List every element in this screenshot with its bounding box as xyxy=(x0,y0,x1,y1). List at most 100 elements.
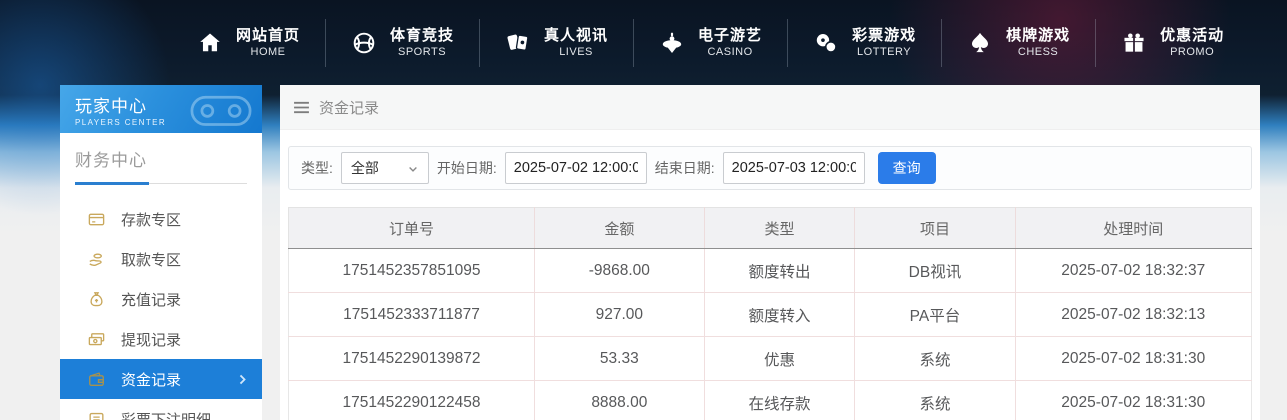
table-cell: 2025-07-02 18:32:37 xyxy=(1014,248,1253,293)
sidebar-item-label: 取款专区 xyxy=(121,251,182,269)
table-cell: 1751452357851095 xyxy=(288,248,535,293)
table-cell: 优惠 xyxy=(703,336,856,381)
nav-item-label-en: CASINO xyxy=(707,45,753,58)
nav-item-label-zh: 电子游艺 xyxy=(698,26,763,44)
nav-item-lives[interactable]: 真人视讯 LIVES xyxy=(480,18,635,67)
content-row: 玩家中心 PLAYERS CENTER 财务中心 存款专区 取款专区 充值记录 xyxy=(60,85,1260,420)
filter-bar: 类型: 全部 开始日期: 结束日期: 查询 xyxy=(288,146,1252,190)
nav-item-casino[interactable]: 电子游艺 CASINO xyxy=(634,18,789,67)
gift-icon xyxy=(1121,30,1147,56)
end-date-input[interactable] xyxy=(722,152,865,184)
table-cell: 1751452290122458 xyxy=(288,380,535,420)
main-panel: 资金记录 类型: 全部 开始日期: 结束日期: 查询 xyxy=(280,85,1260,420)
players-center-title: 玩家中心 xyxy=(75,97,147,116)
sidebar-item-label: 充值记录 xyxy=(121,291,182,309)
nav-item-promo[interactable]: 优惠活动 PROMO xyxy=(1096,19,1249,67)
nav-item-home[interactable]: 网站首页 HOME xyxy=(172,18,327,67)
sidebar-item-recharge-records[interactable]: 充值记录 xyxy=(60,279,262,319)
table-cell: 2025-07-02 18:31:30 xyxy=(1014,336,1253,381)
gamepad-icon xyxy=(188,90,254,130)
table-cell: -9868.00 xyxy=(533,248,705,293)
sidebar-item-label: 资金记录 xyxy=(121,371,182,389)
table-row: 1751452333711877 927.00 额度转入 PA平台 2025-07-02… xyxy=(288,292,1253,337)
sidebar-section-title: 财务中心 xyxy=(75,151,147,170)
table-row: 1751452357851095 -9868.00 额度转出 DB视讯 2025-07-… xyxy=(288,248,1253,293)
withdraw-hand-icon xyxy=(87,250,106,269)
column-header: 订单号 xyxy=(288,207,535,249)
table-body: 1751452357851095 -9868.00 额度转出 DB视讯 2025-07-… xyxy=(288,248,1253,420)
players-center-subtitle: PLAYERS CENTER xyxy=(75,118,167,127)
nav-item-label-en: PROMO xyxy=(1170,45,1215,58)
column-header: 处理时间 xyxy=(1014,207,1253,249)
chevron-down-icon xyxy=(407,162,419,174)
nav-item-label-en: LOTTERY xyxy=(857,45,912,58)
sidebar-item-label: 彩票下注明细 xyxy=(121,411,212,420)
table-row: 1751452290139872 53.33 优惠 系统 2025-07-02 18:3… xyxy=(288,336,1253,381)
column-header: 类型 xyxy=(703,207,856,249)
sidebar: 玩家中心 PLAYERS CENTER 财务中心 存款专区 取款专区 充值记录 xyxy=(60,85,262,420)
nav-item-chess[interactable]: 棋牌游戏 CHESS xyxy=(942,18,1097,67)
sidebar-item-label: 存款专区 xyxy=(121,211,182,229)
table-cell: 在线存款 xyxy=(703,380,856,420)
table-cell: 系统 xyxy=(854,336,1016,381)
table-cell: 927.00 xyxy=(533,292,705,337)
sidebar-menu: 存款专区 取款专区 充值记录 提现记录 资金记录 彩票下注明细 xyxy=(60,188,262,420)
sidebar-item-lottery-bet-details[interactable]: 彩票下注明细 xyxy=(60,399,262,420)
table-cell: PA平台 xyxy=(854,292,1016,337)
table-cell: 额度转入 xyxy=(703,292,856,337)
home-icon xyxy=(197,30,223,56)
nav-item-label-en: HOME xyxy=(250,45,286,58)
table-cell: 8888.00 xyxy=(533,380,705,420)
nav-item-lottery[interactable]: 彩票游戏 LOTTERY xyxy=(788,18,943,67)
sidebar-item-fund-records[interactable]: 资金记录 xyxy=(60,359,262,399)
table-cell: 53.33 xyxy=(533,336,705,381)
table-cell: 1751452290139872 xyxy=(288,336,535,381)
search-button[interactable]: 查询 xyxy=(877,152,936,184)
type-label: 类型: xyxy=(301,160,333,176)
nav-item-label-zh: 彩票游戏 xyxy=(852,26,917,44)
records-table: 订单号 金额 类型 项目 处理时间 1751452357851095 -9868.00 额度… xyxy=(288,207,1253,420)
sidebar-item-withdraw-zone[interactable]: 取款专区 xyxy=(60,239,262,279)
sidebar-item-withdraw-records[interactable]: 提现记录 xyxy=(60,319,262,359)
list-icon xyxy=(87,410,106,420)
start-date-input[interactable] xyxy=(504,152,647,184)
nav-menu: 网站首页 HOME 体育竞技 SPORTS 真人视讯 LIVES 电子游艺 CA… xyxy=(172,18,1249,67)
table-row: 1751452290122458 8888.00 在线存款 系统 2025-07-02 … xyxy=(288,380,1253,420)
table-cell: 2025-07-02 18:31:30 xyxy=(1014,380,1253,420)
sidebar-item-label: 提现记录 xyxy=(121,331,182,349)
table-cell: DB视讯 xyxy=(854,248,1016,293)
sidebar-header: 玩家中心 PLAYERS CENTER xyxy=(60,85,262,133)
sidebar-item-deposit-zone[interactable]: 存款专区 xyxy=(60,199,262,239)
table-header-row: 订单号 金额 类型 项目 处理时间 xyxy=(288,207,1253,249)
nav-item-label-zh: 真人视讯 xyxy=(544,26,609,44)
nav-item-label-zh: 棋牌游戏 xyxy=(1006,26,1071,44)
nav-item-label-zh: 体育竞技 xyxy=(390,26,455,44)
breadcrumb: 资金记录 xyxy=(280,85,1260,130)
wallet-icon xyxy=(87,370,106,389)
table-cell: 1751452333711877 xyxy=(288,292,535,337)
column-header: 金额 xyxy=(533,207,705,249)
type-select[interactable]: 全部 xyxy=(340,152,429,184)
type-select-value: 全部 xyxy=(350,160,379,176)
hamburger-icon xyxy=(293,101,310,114)
table-cell: 2025-07-02 18:32:13 xyxy=(1014,292,1253,337)
basketball-icon xyxy=(351,30,377,56)
deposit-card-icon xyxy=(87,210,106,229)
cards-icon xyxy=(505,30,531,56)
nav-item-label-zh: 网站首页 xyxy=(236,26,301,44)
table-cell: 额度转出 xyxy=(703,248,856,293)
column-header: 项目 xyxy=(854,207,1016,249)
chevron-right-icon xyxy=(236,373,249,386)
nav-item-sports[interactable]: 体育竞技 SPORTS xyxy=(326,18,481,67)
banknote-icon xyxy=(87,330,106,349)
section-underline xyxy=(75,180,247,185)
top-nav: 网站首页 HOME 体育竞技 SPORTS 真人视讯 LIVES 电子游艺 CA… xyxy=(0,0,1287,85)
roulette-icon xyxy=(659,30,685,56)
page-title: 资金记录 xyxy=(319,99,380,117)
nav-item-label-zh: 优惠活动 xyxy=(1160,26,1225,44)
lottery-balls-icon xyxy=(813,30,839,56)
nav-item-label-en: CHESS xyxy=(1017,45,1059,58)
start-date-label: 开始日期: xyxy=(436,160,497,176)
